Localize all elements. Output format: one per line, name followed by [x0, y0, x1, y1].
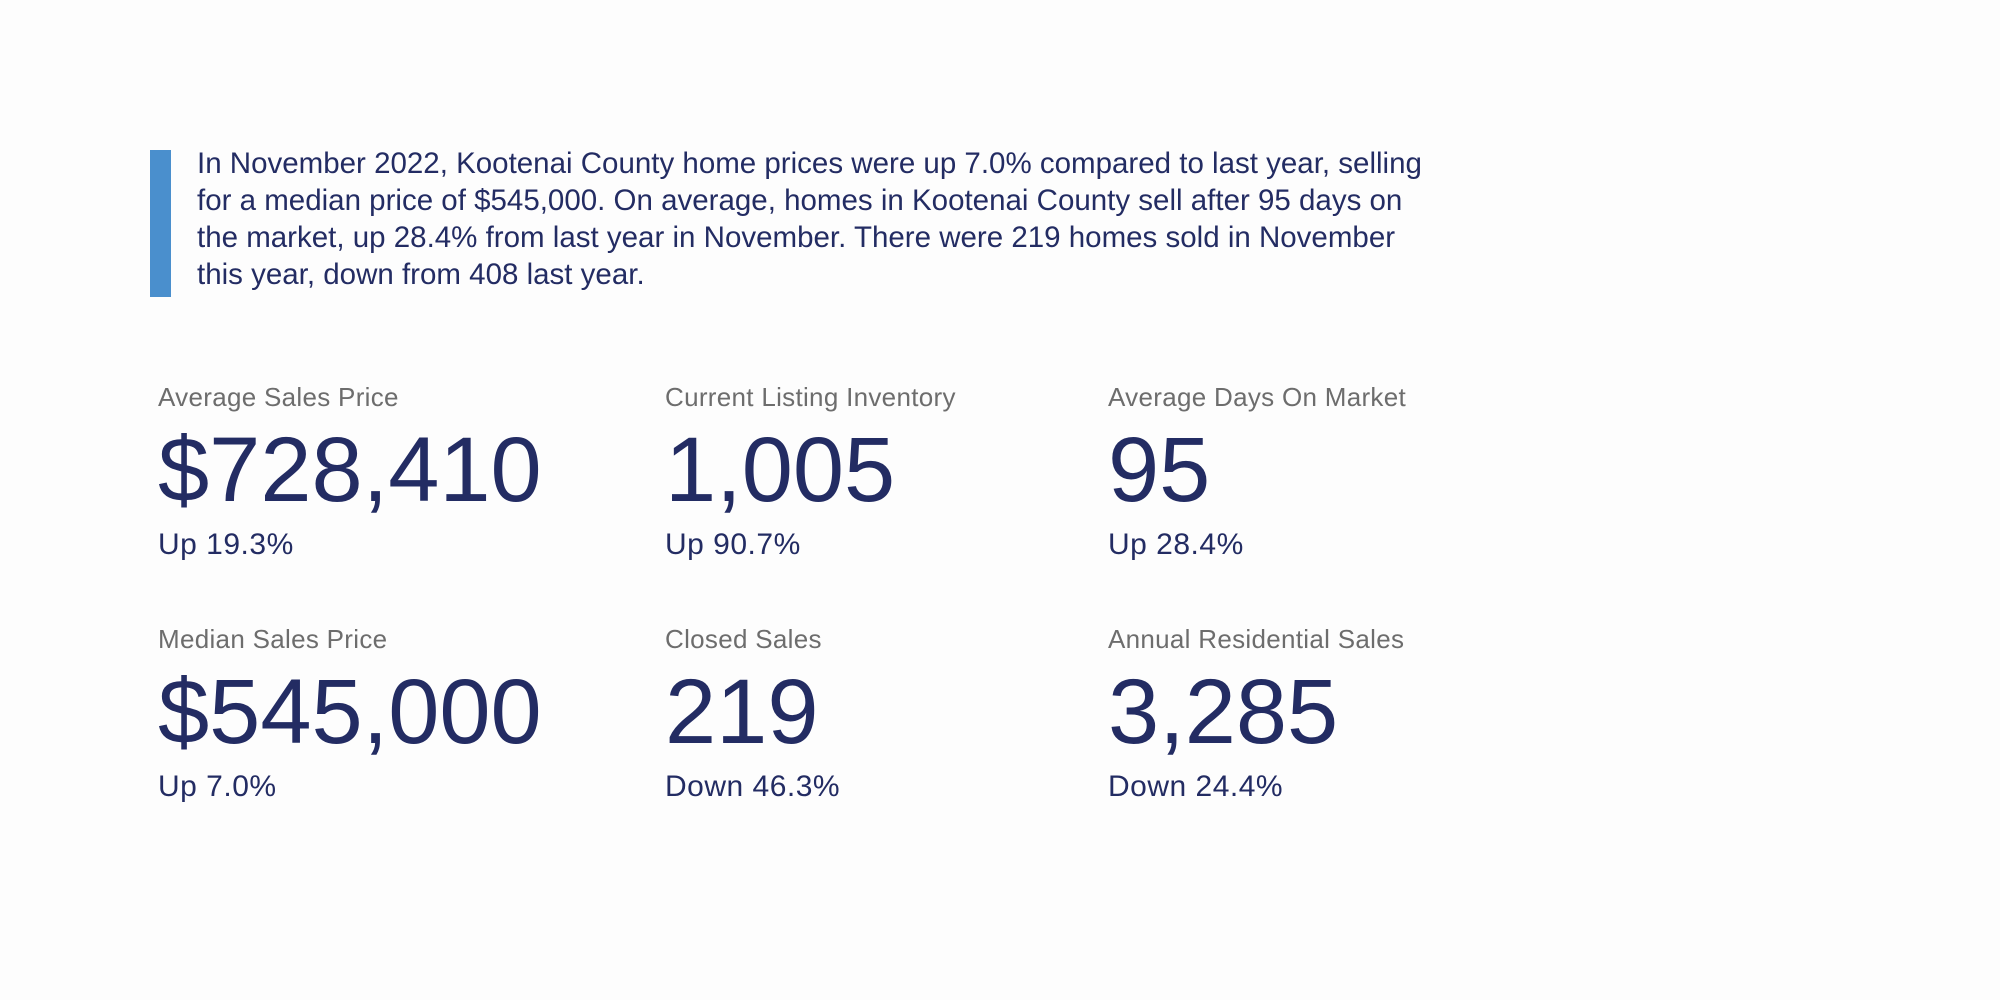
stat-value: $545,000	[158, 661, 542, 763]
stat-label: Median Sales Price	[158, 624, 388, 654]
stat-value: 95	[1108, 419, 1211, 521]
stat-label: Annual Residential Sales	[1108, 624, 1405, 654]
stat-label: Current Listing Inventory	[665, 382, 956, 412]
stat-average-sales-price: Average Sales Price $728,410 Up 19.3%	[158, 382, 542, 562]
summary-text: In November 2022, Kootenai County home p…	[197, 147, 1422, 291]
stat-label: Closed Sales	[665, 624, 822, 654]
stat-value: 1,005	[665, 419, 896, 521]
stat-value: 3,285	[1108, 661, 1339, 763]
stat-label: Average Days On Market	[1108, 382, 1407, 412]
accent-bar	[150, 150, 171, 297]
stat-median-sales-price: Median Sales Price $545,000 Up 7.0%	[158, 624, 542, 804]
stat-value: 219	[665, 661, 819, 763]
stat-current-listing-inventory: Current Listing Inventory 1,005 Up 90.7%	[665, 382, 956, 562]
stat-change: Up 19.3%	[158, 528, 294, 561]
stat-change: Up 90.7%	[665, 528, 801, 561]
stat-change: Down 46.3%	[665, 770, 841, 803]
stat-change: Down 24.4%	[1108, 770, 1284, 803]
stat-average-days-on-market: Average Days On Market 95 Up 28.4%	[1108, 382, 1406, 562]
stat-closed-sales: Closed Sales 219 Down 46.3%	[665, 624, 840, 804]
stat-annual-residential-sales: Annual Residential Sales 3,285 Down 24.4…	[1108, 624, 1404, 804]
stat-label: Average Sales Price	[158, 382, 399, 412]
stat-value: $728,410	[158, 419, 542, 521]
stat-change: Up 28.4%	[1108, 528, 1244, 561]
stat-change: Up 7.0%	[158, 770, 277, 803]
